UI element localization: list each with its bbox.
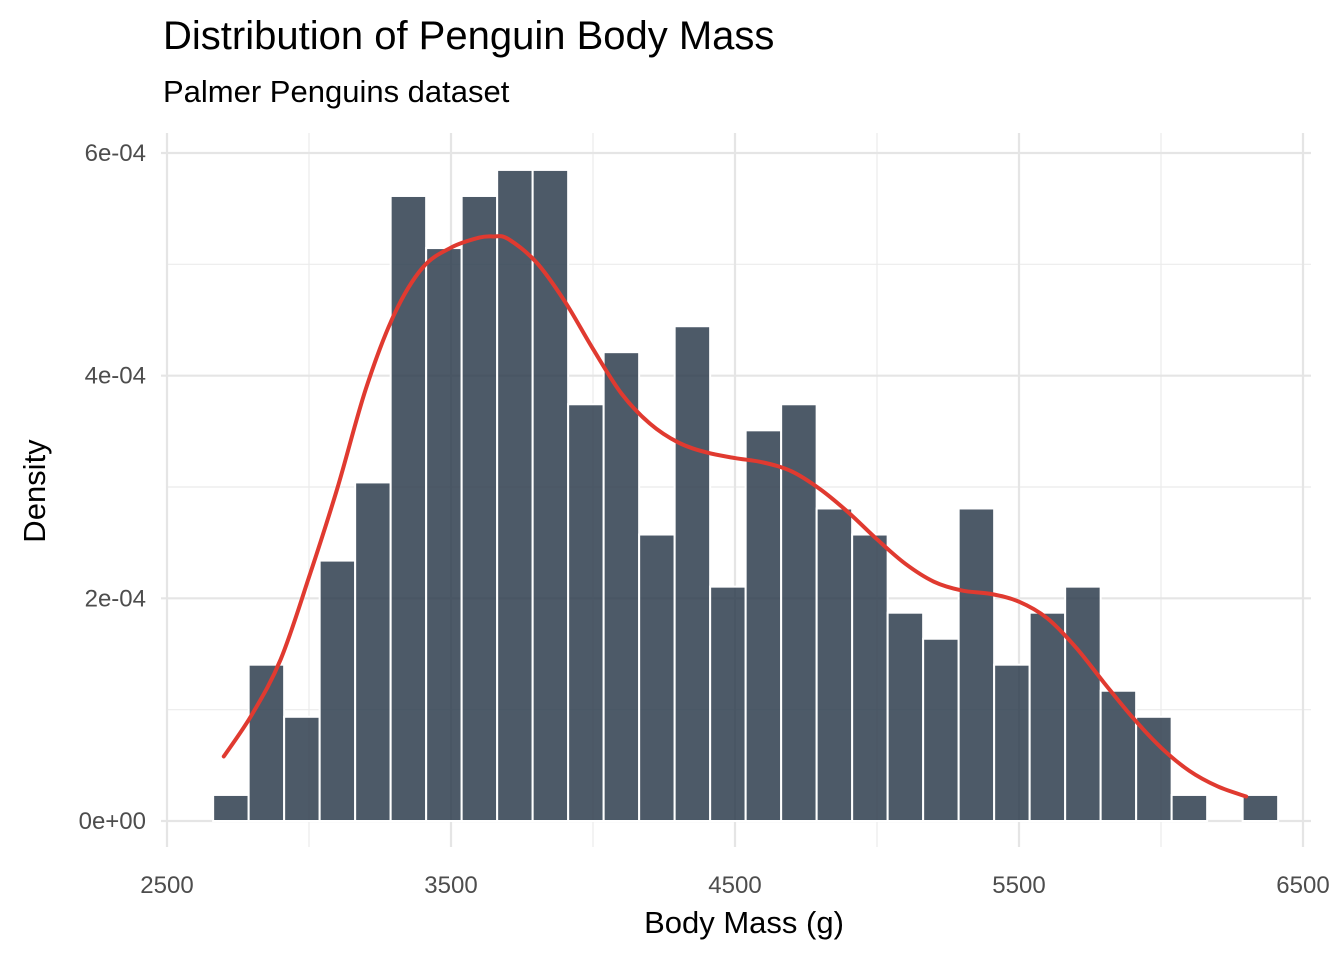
chart-title: Distribution of Penguin Body Mass xyxy=(163,14,775,58)
histogram-bar xyxy=(780,403,818,822)
histogram-bar xyxy=(354,481,392,822)
histogram-bar xyxy=(1170,793,1209,822)
histogram-bar xyxy=(496,168,534,822)
histogram-bar xyxy=(815,507,854,822)
y-tick-label: 2e-04 xyxy=(85,585,146,612)
histogram-bar xyxy=(638,533,676,822)
histogram-bar xyxy=(1241,793,1280,822)
histogram-bar xyxy=(425,247,463,822)
histogram-bar xyxy=(1064,585,1102,822)
x-tick-label: 3500 xyxy=(424,872,477,899)
histogram-bar xyxy=(744,429,783,822)
histogram-bar xyxy=(567,403,605,822)
x-tick-label: 6500 xyxy=(1276,872,1329,899)
x-tick-label: 5500 xyxy=(992,872,1045,899)
y-axis-ticks: 0e+00 2e-04 4e-04 6e-04 xyxy=(79,140,146,835)
histogram-bar xyxy=(318,559,357,822)
histogram-bar xyxy=(602,351,641,822)
histogram-bar xyxy=(709,585,747,822)
histogram-bars xyxy=(212,168,1280,822)
histogram-bar xyxy=(922,637,960,822)
histogram-bar xyxy=(993,663,1031,822)
histogram-bar xyxy=(531,168,570,822)
histogram-bar xyxy=(1135,715,1173,822)
y-tick-label: 4e-04 xyxy=(85,363,146,390)
x-tick-label: 2500 xyxy=(140,872,193,899)
x-axis-ticks: 2500 3500 4500 5500 6500 xyxy=(140,872,1329,899)
histogram-bar xyxy=(1099,689,1138,822)
histogram-bar xyxy=(886,611,925,822)
y-tick-label: 6e-04 xyxy=(85,140,146,167)
y-tick-label: 0e+00 xyxy=(79,808,146,835)
chart-subtitle: Palmer Penguins dataset xyxy=(163,74,510,109)
histogram-bar xyxy=(1028,611,1067,822)
histogram-bar xyxy=(957,507,996,822)
histogram-bar xyxy=(673,325,712,822)
histogram-bar xyxy=(851,533,889,822)
density-curve xyxy=(221,234,1249,799)
histogram-bar xyxy=(389,194,428,822)
y-axis-title: Density xyxy=(17,439,52,543)
x-tick-label: 4500 xyxy=(708,872,761,899)
histogram-bar xyxy=(460,194,499,822)
histogram-bar xyxy=(283,715,321,822)
histogram-bar xyxy=(212,793,250,822)
x-axis-title: Body Mass (g) xyxy=(644,905,844,940)
